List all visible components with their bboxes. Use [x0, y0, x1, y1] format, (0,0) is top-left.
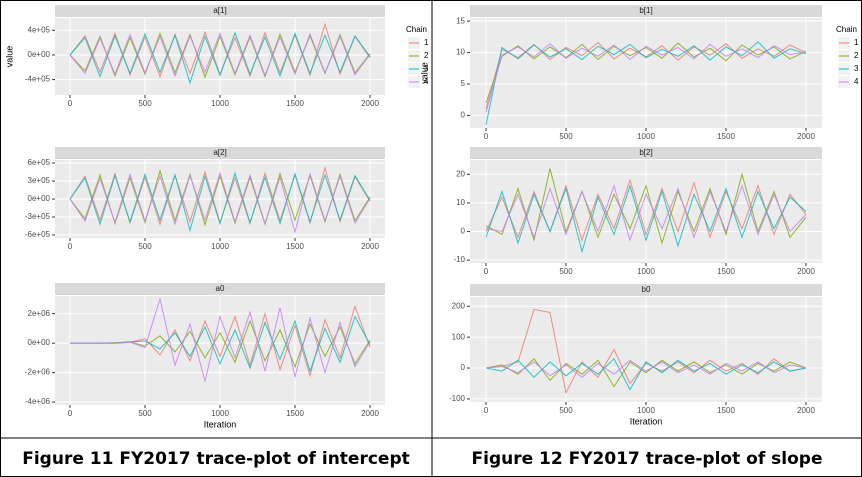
y-tick-label: -3e+05: [25, 212, 51, 221]
caption: Figure 12 FY2017 trace-plot of slope: [472, 449, 823, 469]
x-tick-label: 500: [559, 132, 573, 141]
x-tick-label: 500: [138, 409, 152, 418]
trace-line: [485, 359, 807, 378]
y-tick-label: 0e+00: [28, 194, 51, 203]
y-tick-label: -10: [453, 255, 465, 264]
x-tick-label: 1500: [286, 99, 304, 108]
legend-label: 1: [424, 38, 429, 47]
x-tick-label: 1500: [286, 409, 304, 418]
strip-label: b0: [642, 285, 651, 294]
legend-label: 4: [424, 77, 429, 86]
y-axis-title: value: [4, 46, 14, 68]
y-tick-label: 0: [461, 363, 466, 372]
x-tick-label: 0: [68, 99, 73, 108]
x-tick-label: 2000: [361, 409, 379, 418]
y-tick-label: 200: [452, 301, 466, 310]
y-tick-label: 0: [461, 227, 466, 236]
strip: [55, 283, 385, 295]
strip: [55, 147, 385, 159]
x-tick-label: 1000: [211, 409, 229, 418]
x-tick-label: 1000: [211, 99, 229, 108]
x-axis-title: Iteration: [630, 416, 663, 426]
trace-line: [69, 171, 371, 233]
y-tick-label: 4e+05: [28, 25, 51, 34]
y-tick-label: 2e+06: [28, 309, 51, 318]
strip-label: a[2]: [213, 148, 226, 157]
x-tick-label: 0: [68, 242, 73, 251]
trace-line: [70, 296, 371, 382]
trace-line: [485, 184, 807, 242]
y-tick-label: 15: [456, 16, 465, 25]
trace-line: [69, 31, 371, 85]
x-tick-label: 0: [484, 406, 489, 415]
y-tick-label: 20: [456, 169, 465, 178]
y-tick-label: 5: [461, 79, 466, 88]
strip-label: a[1]: [213, 6, 226, 15]
x-tick-label: 1000: [637, 267, 655, 276]
strip: [55, 5, 385, 17]
strip: [470, 284, 822, 296]
strip-label: b[1]: [639, 6, 652, 15]
x-tick-label: 1000: [211, 242, 229, 251]
x-tick-label: 2000: [797, 406, 815, 415]
y-tick-label: 0e+00: [28, 50, 51, 59]
strip-label: b[2]: [639, 148, 652, 157]
trace-line: [485, 42, 807, 104]
y-tick-label: 0: [461, 111, 466, 120]
x-tick-label: 1000: [637, 132, 655, 141]
y-tick-label: -4e+05: [25, 75, 51, 84]
strip: [470, 5, 822, 17]
strip-label: a0: [216, 284, 225, 293]
y-tick-label: 6e+05: [28, 158, 51, 167]
x-tick-label: 2000: [797, 267, 815, 276]
y-tick-label: 100: [452, 332, 466, 341]
x-tick-label: 1000: [637, 406, 655, 415]
x-tick-label: 0: [484, 267, 489, 276]
x-axis-title: Iteration: [204, 419, 237, 429]
x-tick-label: 2000: [797, 132, 815, 141]
y-tick-label: 10: [456, 198, 465, 207]
x-tick-label: 1500: [717, 132, 735, 141]
y-tick-label: -100: [449, 394, 466, 403]
caption: Figure 11 FY2017 trace-plot of intercept: [22, 449, 410, 469]
y-tick-label: 3e+05: [28, 176, 51, 185]
legend-label: 3: [424, 64, 429, 73]
y-tick-label: 10: [456, 48, 465, 57]
x-tick-label: 500: [559, 267, 573, 276]
trace-line: [485, 184, 807, 254]
x-tick-label: 0: [484, 132, 489, 141]
x-tick-label: 500: [138, 99, 152, 108]
x-tick-label: 500: [559, 406, 573, 415]
trace-line: [69, 171, 371, 234]
x-tick-label: 1500: [286, 242, 304, 251]
legend-title: Chain: [406, 25, 427, 34]
x-tick-label: 0: [68, 409, 73, 418]
x-tick-label: 1500: [717, 267, 735, 276]
legend-label: 1: [854, 38, 859, 47]
legend-label: 2: [854, 51, 859, 60]
x-tick-label: 2000: [361, 99, 379, 108]
legend-label: 4: [854, 77, 859, 86]
trace-line: [485, 357, 807, 391]
trace-line: [69, 31, 371, 78]
y-tick-label: -4e+06: [25, 397, 51, 406]
y-tick-label: 0e+00: [28, 338, 51, 347]
trace-line: [485, 178, 807, 242]
x-tick-label: 2000: [361, 242, 379, 251]
y-axis-title: value: [419, 62, 429, 84]
strip: [470, 147, 822, 159]
legend-title: Chain: [836, 25, 857, 34]
x-tick-label: 500: [138, 242, 152, 251]
y-tick-label: -6e+05: [25, 230, 51, 239]
trace-line: [485, 168, 807, 245]
x-tick-label: 1500: [717, 406, 735, 415]
trace-line: [485, 41, 807, 126]
legend-label: 2: [424, 51, 429, 60]
trace-line: [485, 43, 807, 113]
y-tick-label: -2e+06: [25, 368, 51, 377]
legend-label: 3: [854, 64, 859, 73]
